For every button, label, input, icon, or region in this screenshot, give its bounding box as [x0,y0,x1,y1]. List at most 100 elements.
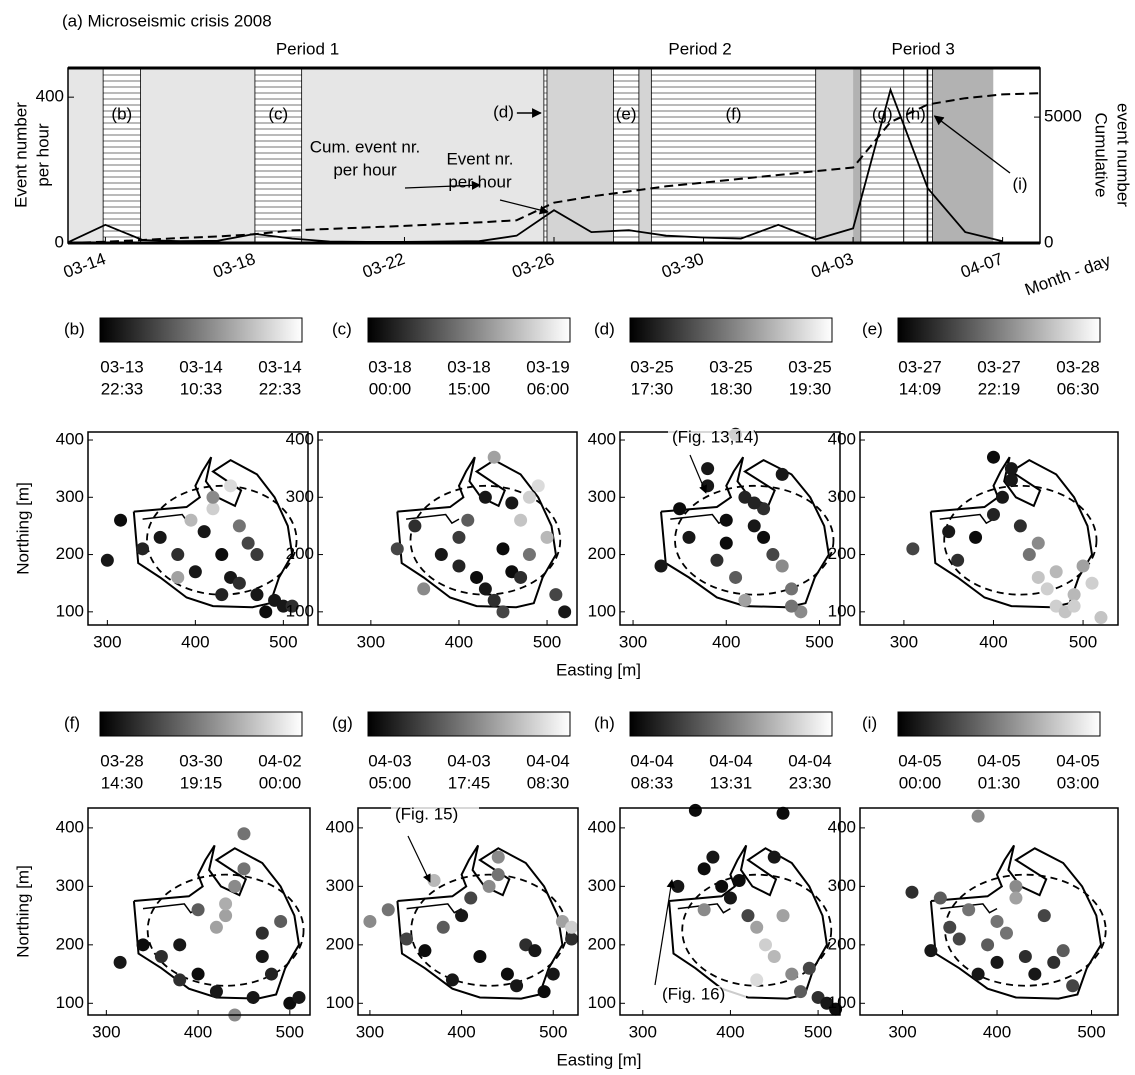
colorbar-tick-date: 03-28 [100,751,143,770]
event-point [1009,891,1023,905]
panel: (i) 04-05 00:00 04-05 01:30 04-05 03:00 300 400 5… [828,711,1119,1041]
colorbar-tick-time: 10:33 [180,379,223,398]
x-tick-label: 400 [184,1022,212,1041]
panel-label: (d) [594,319,615,338]
event-point [1066,979,1080,993]
y-tick-label: 400 [56,430,84,449]
colorbar [629,711,833,737]
window-label: (i) [1012,174,1027,193]
window-label: (e) [616,104,637,123]
event-point [942,525,956,539]
colorbar-tick-date: 03-25 [630,357,673,376]
window-hatch [613,67,640,244]
event-point [971,809,985,823]
event-point [417,582,431,596]
colorbar [897,317,1101,343]
event-point [776,806,790,820]
colorbar-tick-time: 13:31 [710,773,753,792]
event-point [962,903,976,917]
panel-label: (c) [332,319,352,338]
x-tick-label: 500 [269,632,297,651]
colorbar-tick-date: 04-05 [1056,751,1099,770]
panel-label: (i) [862,713,877,732]
colorbar-tick-time: 14:09 [899,379,942,398]
event-point [487,450,501,464]
event-point [565,932,579,946]
colorbar-tick-time: 00:00 [369,379,412,398]
event-point [943,920,957,934]
event-point [171,548,185,562]
event-point [969,530,983,544]
colorbar-tick-time: 22:33 [101,379,144,398]
panel-frame [317,431,578,626]
event-point [113,955,127,969]
colorbar [629,317,833,343]
colorbar [367,317,571,343]
y-tick-label: 300 [286,487,314,506]
event-point [1013,519,1027,533]
y-axis-label: Northing [m] [13,482,32,575]
event-point [528,944,542,958]
event-point [673,502,687,516]
colorbar-tick-time: 06:00 [527,379,570,398]
y-tick-label: 100 [828,993,856,1012]
event-point [514,570,528,584]
period-label: Period 2 [668,39,731,58]
event-point [206,490,220,504]
colorbar-tick-date: 04-02 [258,751,301,770]
event-point [505,496,519,510]
dashed-ellipse [943,484,1098,596]
event-point [1031,536,1045,550]
y-tick-label: 0 [55,232,64,251]
callout-arrow [933,115,1011,174]
panel-label: (b) [64,319,85,338]
event-point [710,553,724,567]
window-hatch [860,67,905,244]
colorbar-tick-date: 03-14 [179,357,222,376]
y-tick-label: 400 [588,817,616,836]
colorbar-tick-time: 03:00 [1057,773,1100,792]
y-axis-label: per hour [33,123,52,187]
annotation-arrow [654,879,675,986]
y-tick-label: 400 [36,87,64,106]
event-point [1009,879,1023,893]
window-label: (b) [111,104,132,123]
event-point [491,850,505,864]
event-point [537,985,551,999]
event-point [259,605,273,619]
event-point [1076,559,1090,573]
callout-arrow [499,199,549,215]
event-point [697,862,711,876]
event-point [758,938,772,952]
y-tick-label: 300 [326,876,354,895]
event-point [522,490,536,504]
y-tick-label: 200 [56,934,84,953]
x-tick-label: 500 [805,632,833,651]
y-tick-label: 200 [56,544,84,563]
event-point [767,850,781,864]
event-point [250,548,264,562]
x-tick-label: 03-18 [210,249,257,282]
event-point [191,903,205,917]
x-tick-label: 04-03 [809,249,856,282]
y-tick-label: 100 [588,993,616,1012]
y-tick-label: 300 [828,487,856,506]
colorbar-tick-date: 04-04 [788,751,831,770]
y-tick-label: 100 [326,993,354,1012]
event-point [1028,967,1042,981]
callout-arrow [404,180,481,190]
event-point [224,479,238,493]
colorbar-tick-time: 19:15 [180,773,223,792]
x-tick-label: 500 [276,1022,304,1041]
colorbar [99,711,303,737]
event-point [1037,909,1051,923]
colorbar-tick-date: 03-27 [898,357,941,376]
event-point [255,926,269,940]
event-point [671,879,685,893]
colorbar-tick-date: 03-14 [258,357,301,376]
event-point [682,530,696,544]
event-point [990,914,1004,928]
site-outline-inner [939,513,994,525]
event-point [464,891,478,905]
